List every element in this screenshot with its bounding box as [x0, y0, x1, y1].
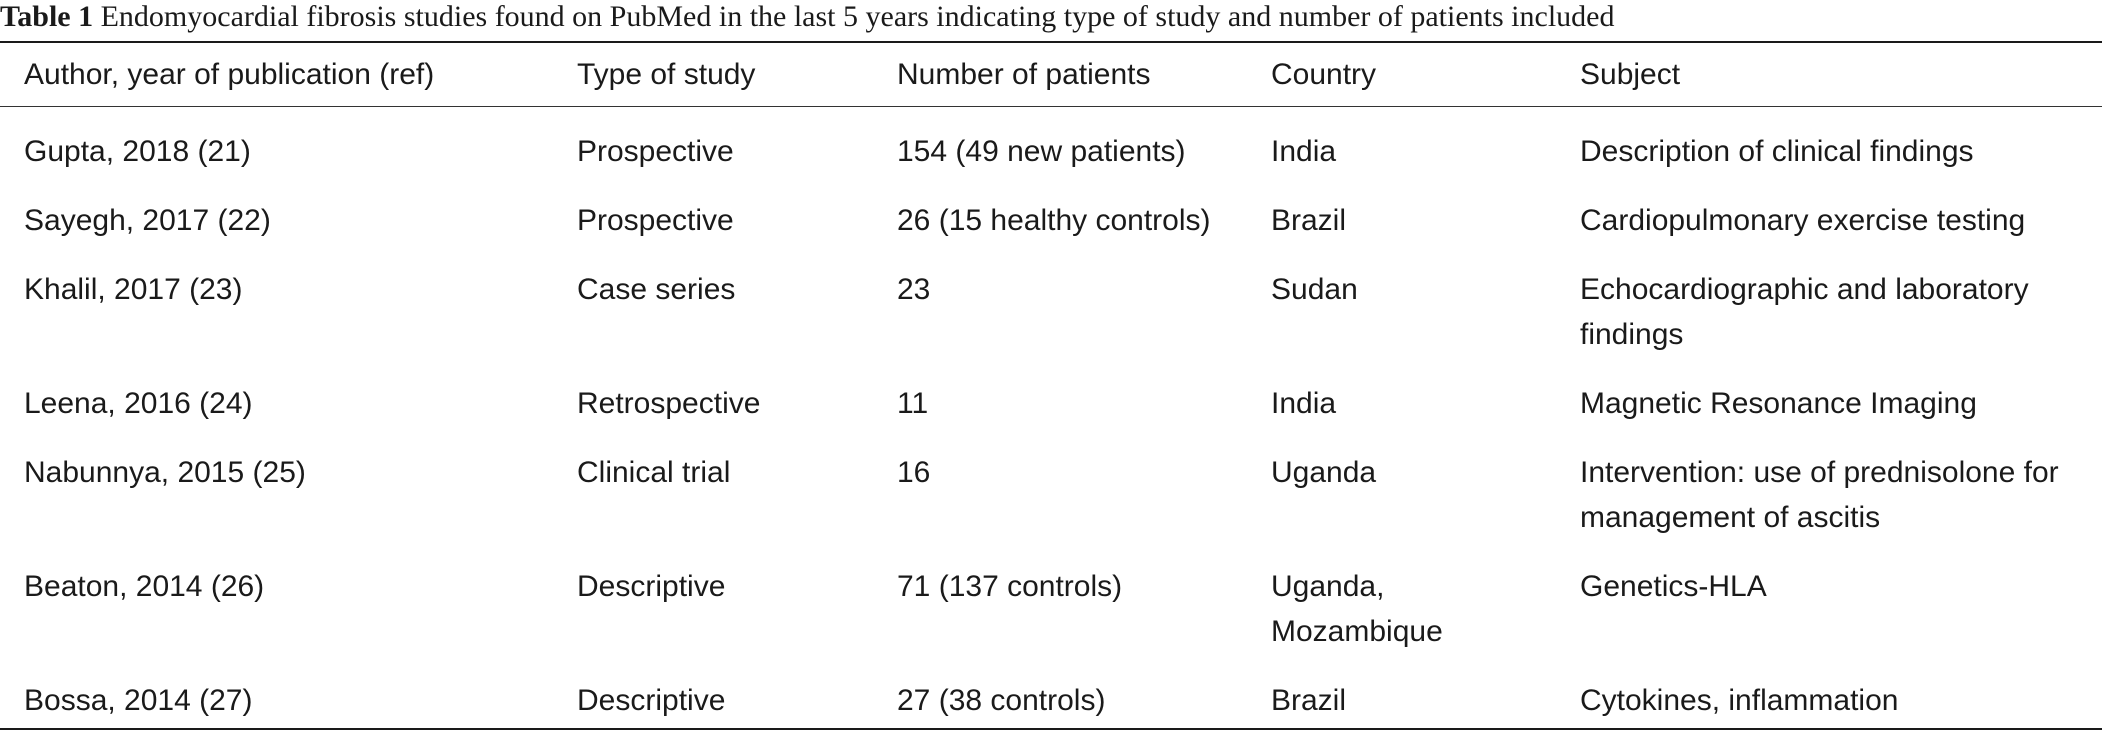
cell-subject: Cardiopulmonary exercise testing: [1580, 204, 2026, 237]
cell-subject: Echocardiographic and laboratory finding…: [1580, 273, 2029, 351]
cell-number-of-patients: 26 (15 healthy controls): [897, 204, 1211, 237]
cell-type-of-study: Case series: [577, 273, 736, 306]
cell-country: Uganda: [1271, 456, 1377, 489]
cell-subject: Magnetic Resonance Imaging: [1580, 387, 1977, 420]
cell-author: Leena, 2016 (24): [24, 387, 253, 420]
cell-country: Sudan: [1271, 273, 1358, 306]
header-author: Author, year of publication (ref): [24, 58, 435, 91]
cell-type-of-study: Clinical trial: [577, 456, 731, 489]
header-type-of-study: Type of study: [577, 58, 756, 91]
header-country: Country: [1271, 58, 1377, 91]
cell-number-of-patients: 23: [897, 273, 931, 306]
cell-subject: Description of clinical findings: [1580, 135, 1974, 168]
cell-subject: Genetics-HLA: [1580, 570, 1767, 603]
cell-subject: Intervention: use of prednisolone for ma…: [1580, 456, 2059, 534]
cell-type-of-study: Descriptive: [577, 684, 726, 717]
cell-type-of-study: Retrospective: [577, 387, 761, 420]
cell-number-of-patients: 27 (38 controls): [897, 684, 1106, 717]
table-row: Bossa, 2014 (27) Descriptive 27 (38 cont…: [0, 655, 2102, 724]
table-bottom-rule: [0, 728, 2102, 730]
table-row: Khalil, 2017 (23) Case series 23 Sudan E…: [0, 244, 2102, 358]
cell-country: Brazil: [1271, 204, 1347, 237]
studies-table: Author, year of publication (ref) Type o…: [0, 43, 2102, 724]
cell-country: Brazil: [1271, 684, 1347, 717]
cell-author: Sayegh, 2017 (22): [24, 204, 271, 237]
table-caption: Table 1 Endomyocardial fibrosis studies …: [0, 0, 2102, 40]
table-row: Beaton, 2014 (26) Descriptive 71 (137 co…: [0, 541, 2102, 655]
cell-author: Beaton, 2014 (26): [24, 570, 265, 603]
table-top-rule: [0, 41, 2102, 43]
cell-subject: Cytokines, inflammation: [1580, 684, 1899, 717]
table-row: Leena, 2016 (24) Retrospective 11 India …: [0, 358, 2102, 427]
table-header-row: Author, year of publication (ref) Type o…: [0, 43, 2102, 106]
table-row: Sayegh, 2017 (22) Prospective 26 (15 hea…: [0, 175, 2102, 244]
cell-type-of-study: Prospective: [577, 135, 734, 168]
cell-type-of-study: Descriptive: [577, 570, 726, 603]
cell-country: Uganda, Mozambique: [1271, 570, 1443, 648]
table-row: Nabunnya, 2015 (25) Clinical trial 16 Ug…: [0, 427, 2102, 541]
cell-country: India: [1271, 135, 1337, 168]
table-caption-label: Table 1: [0, 0, 94, 33]
cell-number-of-patients: 11: [897, 387, 929, 420]
cell-author: Bossa, 2014 (27): [24, 684, 253, 717]
cell-country: India: [1271, 387, 1337, 420]
table-header-rule: [0, 106, 2102, 107]
cell-number-of-patients: 71 (137 controls): [897, 570, 1123, 603]
cell-author: Gupta, 2018 (21): [24, 135, 251, 168]
header-number-of-patients: Number of patients: [897, 58, 1151, 91]
cell-author: Nabunnya, 2015 (25): [24, 456, 306, 489]
table-caption-text: Endomyocardial fibrosis studies found on…: [100, 0, 1615, 33]
cell-type-of-study: Prospective: [577, 204, 734, 237]
header-subject: Subject: [1580, 58, 1681, 91]
cell-author: Khalil, 2017 (23): [24, 273, 243, 306]
cell-number-of-patients: 154 (49 new patients): [897, 135, 1186, 168]
table-row: Gupta, 2018 (21) Prospective 154 (49 new…: [0, 106, 2102, 175]
cell-number-of-patients: 16: [897, 456, 931, 489]
